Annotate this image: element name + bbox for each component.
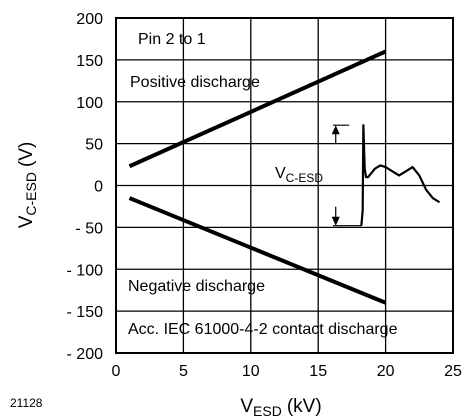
y-axis-title-unit: (V) bbox=[16, 142, 37, 167]
grid bbox=[116, 18, 453, 353]
y-axis-title-sub: C-ESD bbox=[23, 172, 39, 216]
x-axis-title-sub: ESD bbox=[253, 403, 282, 419]
annotation-standard: Acc. IEC 61000-4-2 contact discharge bbox=[128, 321, 398, 338]
inset-waveform-line bbox=[360, 124, 441, 226]
annotation-pin: Pin 2 to 1 bbox=[138, 31, 206, 48]
x-axis-title: VESD (kV) bbox=[240, 396, 321, 419]
inset-label: VC-ESD bbox=[275, 165, 323, 185]
y-tick-labels: 200 150 100 50 0 - 50 - 100 - 150 - 200 bbox=[67, 11, 104, 363]
inset-label-main: V bbox=[275, 165, 286, 182]
inset-waveform bbox=[331, 124, 441, 227]
plot-border bbox=[115, 17, 454, 354]
y-tick-label: 0 bbox=[94, 179, 103, 196]
y-tick-label: 200 bbox=[76, 11, 103, 28]
x-axis-title-main: V bbox=[240, 396, 253, 417]
annotation-positive-discharge: Positive discharge bbox=[130, 74, 260, 91]
x-tick-label: 5 bbox=[179, 363, 188, 380]
y-tick-label: 50 bbox=[85, 137, 103, 154]
series-line-1 bbox=[128, 196, 387, 305]
y-axis-title: VC-ESD (V) bbox=[16, 142, 39, 229]
y-tick-label: - 50 bbox=[75, 220, 103, 237]
x-axis-title-unit: (kV) bbox=[287, 396, 322, 417]
y-axis-title-main: V bbox=[16, 215, 37, 228]
x-tick-label: 20 bbox=[377, 363, 395, 380]
series-line-0 bbox=[128, 49, 387, 169]
y-tick-label: 100 bbox=[76, 95, 103, 112]
series-lines bbox=[128, 49, 387, 305]
figure-id: 21128 bbox=[10, 396, 43, 410]
x-tick-label: 15 bbox=[309, 363, 327, 380]
inset-label-sub: C-ESD bbox=[286, 171, 324, 185]
inset-arrow-head-down bbox=[331, 216, 340, 226]
x-tick-label: 10 bbox=[242, 363, 260, 380]
x-tick-label: 25 bbox=[444, 363, 462, 380]
y-tick-label: - 150 bbox=[67, 304, 104, 321]
plot-frame bbox=[115, 17, 454, 354]
y-tick-label: 150 bbox=[76, 53, 103, 70]
y-tick-label: - 100 bbox=[67, 262, 104, 279]
annotation-negative-discharge: Negative discharge bbox=[128, 278, 265, 295]
x-tick-label: 0 bbox=[112, 363, 121, 380]
x-tick-labels: 0 5 10 15 20 25 bbox=[112, 363, 462, 380]
y-tick-label: - 200 bbox=[67, 346, 104, 363]
inset-arrow-head-up bbox=[331, 125, 340, 135]
